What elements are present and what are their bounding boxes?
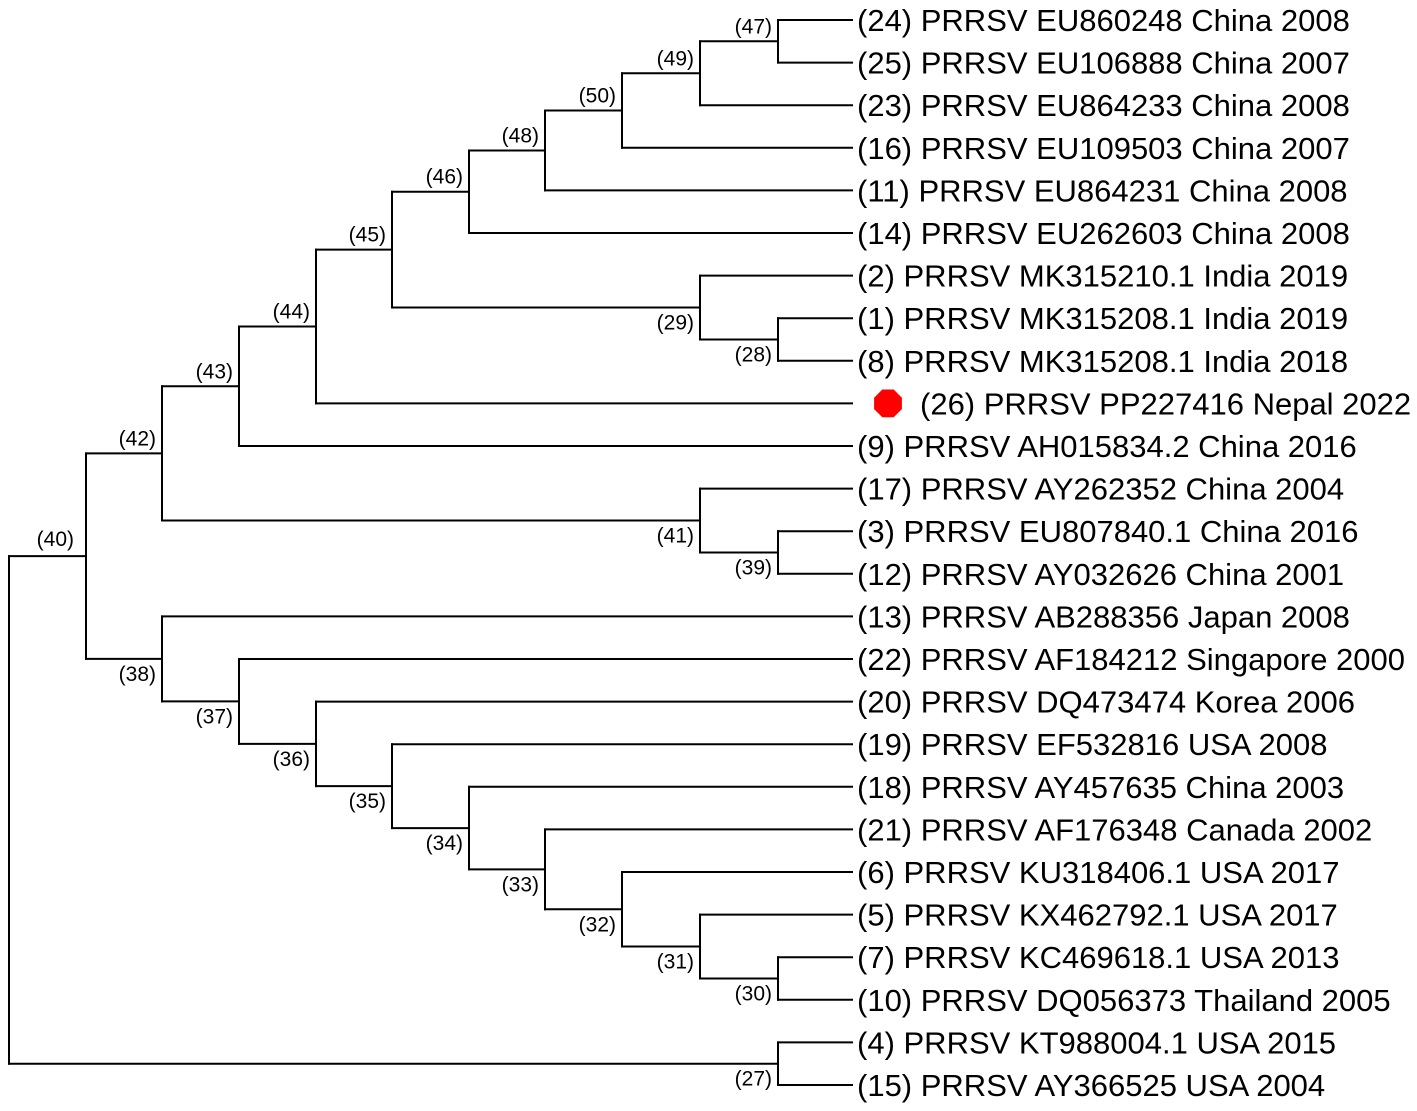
node-label-n34: (34) (426, 832, 463, 855)
taxon-label-4: (4) PRRSV KT988004.1 USA 2015 (857, 1025, 1336, 1060)
taxon-label-7: (7) PRRSV KC469618.1 USA 2013 (857, 940, 1340, 975)
node-label-n47: (47) (735, 15, 772, 38)
taxon-label-1: (1) PRRSV MK315208.1 India 2019 (857, 301, 1348, 336)
taxon-label-24: (24) PRRSV EU860248 China 2008 (857, 3, 1350, 38)
node-label-n50: (50) (579, 85, 616, 108)
taxon-label-21: (21) PRRSV AF176348 Canada 2002 (857, 812, 1372, 847)
taxon-label-26: (26) PRRSV PP227416 Nepal 2022 (920, 386, 1411, 421)
taxon-label-12: (12) PRRSV AY032626 China 2001 (857, 557, 1344, 592)
node-label-n27: (27) (735, 1068, 772, 1091)
taxon-label-19: (19) PRRSV EF532816 USA 2008 (857, 727, 1327, 762)
node-label-n33: (33) (502, 873, 539, 896)
node-label-n48: (48) (502, 124, 539, 147)
taxon-label-25: (25) PRRSV EU106888 China 2007 (857, 46, 1350, 81)
taxon-label-6: (6) PRRSV KU318406.1 USA 2017 (857, 855, 1340, 890)
node-label-n44: (44) (273, 301, 310, 324)
node-label-n38: (38) (119, 663, 156, 686)
node-label-n42: (42) (119, 427, 156, 450)
taxon-label-9: (9) PRRSV AH015834.2 China 2016 (857, 429, 1357, 464)
highlight-octagon-icon (874, 389, 902, 418)
node-label-n49: (49) (657, 47, 694, 70)
node-label-n40: (40) (37, 528, 74, 551)
taxon-label-15: (15) PRRSV AY366525 USA 2004 (857, 1068, 1325, 1103)
taxon-label-13: (13) PRRSV AB288356 Japan 2008 (857, 599, 1350, 634)
node-label-n43: (43) (196, 360, 233, 383)
node-label-n41: (41) (657, 525, 694, 548)
taxon-label-23: (23) PRRSV EU864233 China 2008 (857, 88, 1350, 123)
node-label-n28: (28) (735, 344, 772, 367)
node-label-n39: (39) (735, 557, 772, 580)
tree-branches (8, 19, 853, 1086)
node-label-n37: (37) (196, 705, 233, 728)
node-label-n36: (36) (273, 748, 310, 771)
node-label-n30: (30) (735, 983, 772, 1006)
internal-node-labels: (47) (49) (50) (48) (46) (28) (29) (45) (44) (43)… (37, 15, 772, 1090)
node-label-n29: (29) (657, 312, 694, 335)
taxon-label-2: (2) PRRSV MK315210.1 India 2019 (857, 259, 1348, 294)
node-label-n32: (32) (579, 913, 616, 936)
node-label-n31: (31) (657, 951, 694, 974)
taxon-label-8: (8) PRRSV MK315208.1 India 2018 (857, 344, 1348, 379)
taxon-label-22: (22) PRRSV AF184212 Singapore 2000 (857, 642, 1405, 677)
taxon-label-14: (14) PRRSV EU262603 China 2008 (857, 216, 1350, 251)
taxon-label-5: (5) PRRSV KX462792.1 USA 2017 (857, 898, 1338, 933)
taxon-label-11: (11) PRRSV EU864231 China 2008 (857, 173, 1348, 208)
node-label-n35: (35) (349, 790, 386, 813)
taxon-label-10: (10) PRRSV DQ056373 Thailand 2005 (857, 983, 1391, 1018)
taxon-label-16: (16) PRRSV EU109503 China 2007 (857, 131, 1350, 166)
taxon-label-18: (18) PRRSV AY457635 China 2003 (857, 770, 1344, 805)
taxon-label-3: (3) PRRSV EU807840.1 China 2016 (857, 514, 1358, 549)
node-label-n46: (46) (426, 166, 463, 189)
taxon-labels: (24) PRRSV EU860248 China 2008 (25) PRRSV… (857, 3, 1411, 1103)
node-label-n45: (45) (349, 224, 386, 247)
taxon-label-17: (17) PRRSV AY262352 China 2004 (857, 472, 1344, 507)
taxon-label-20: (20) PRRSV DQ473474 Korea 2006 (857, 685, 1355, 720)
